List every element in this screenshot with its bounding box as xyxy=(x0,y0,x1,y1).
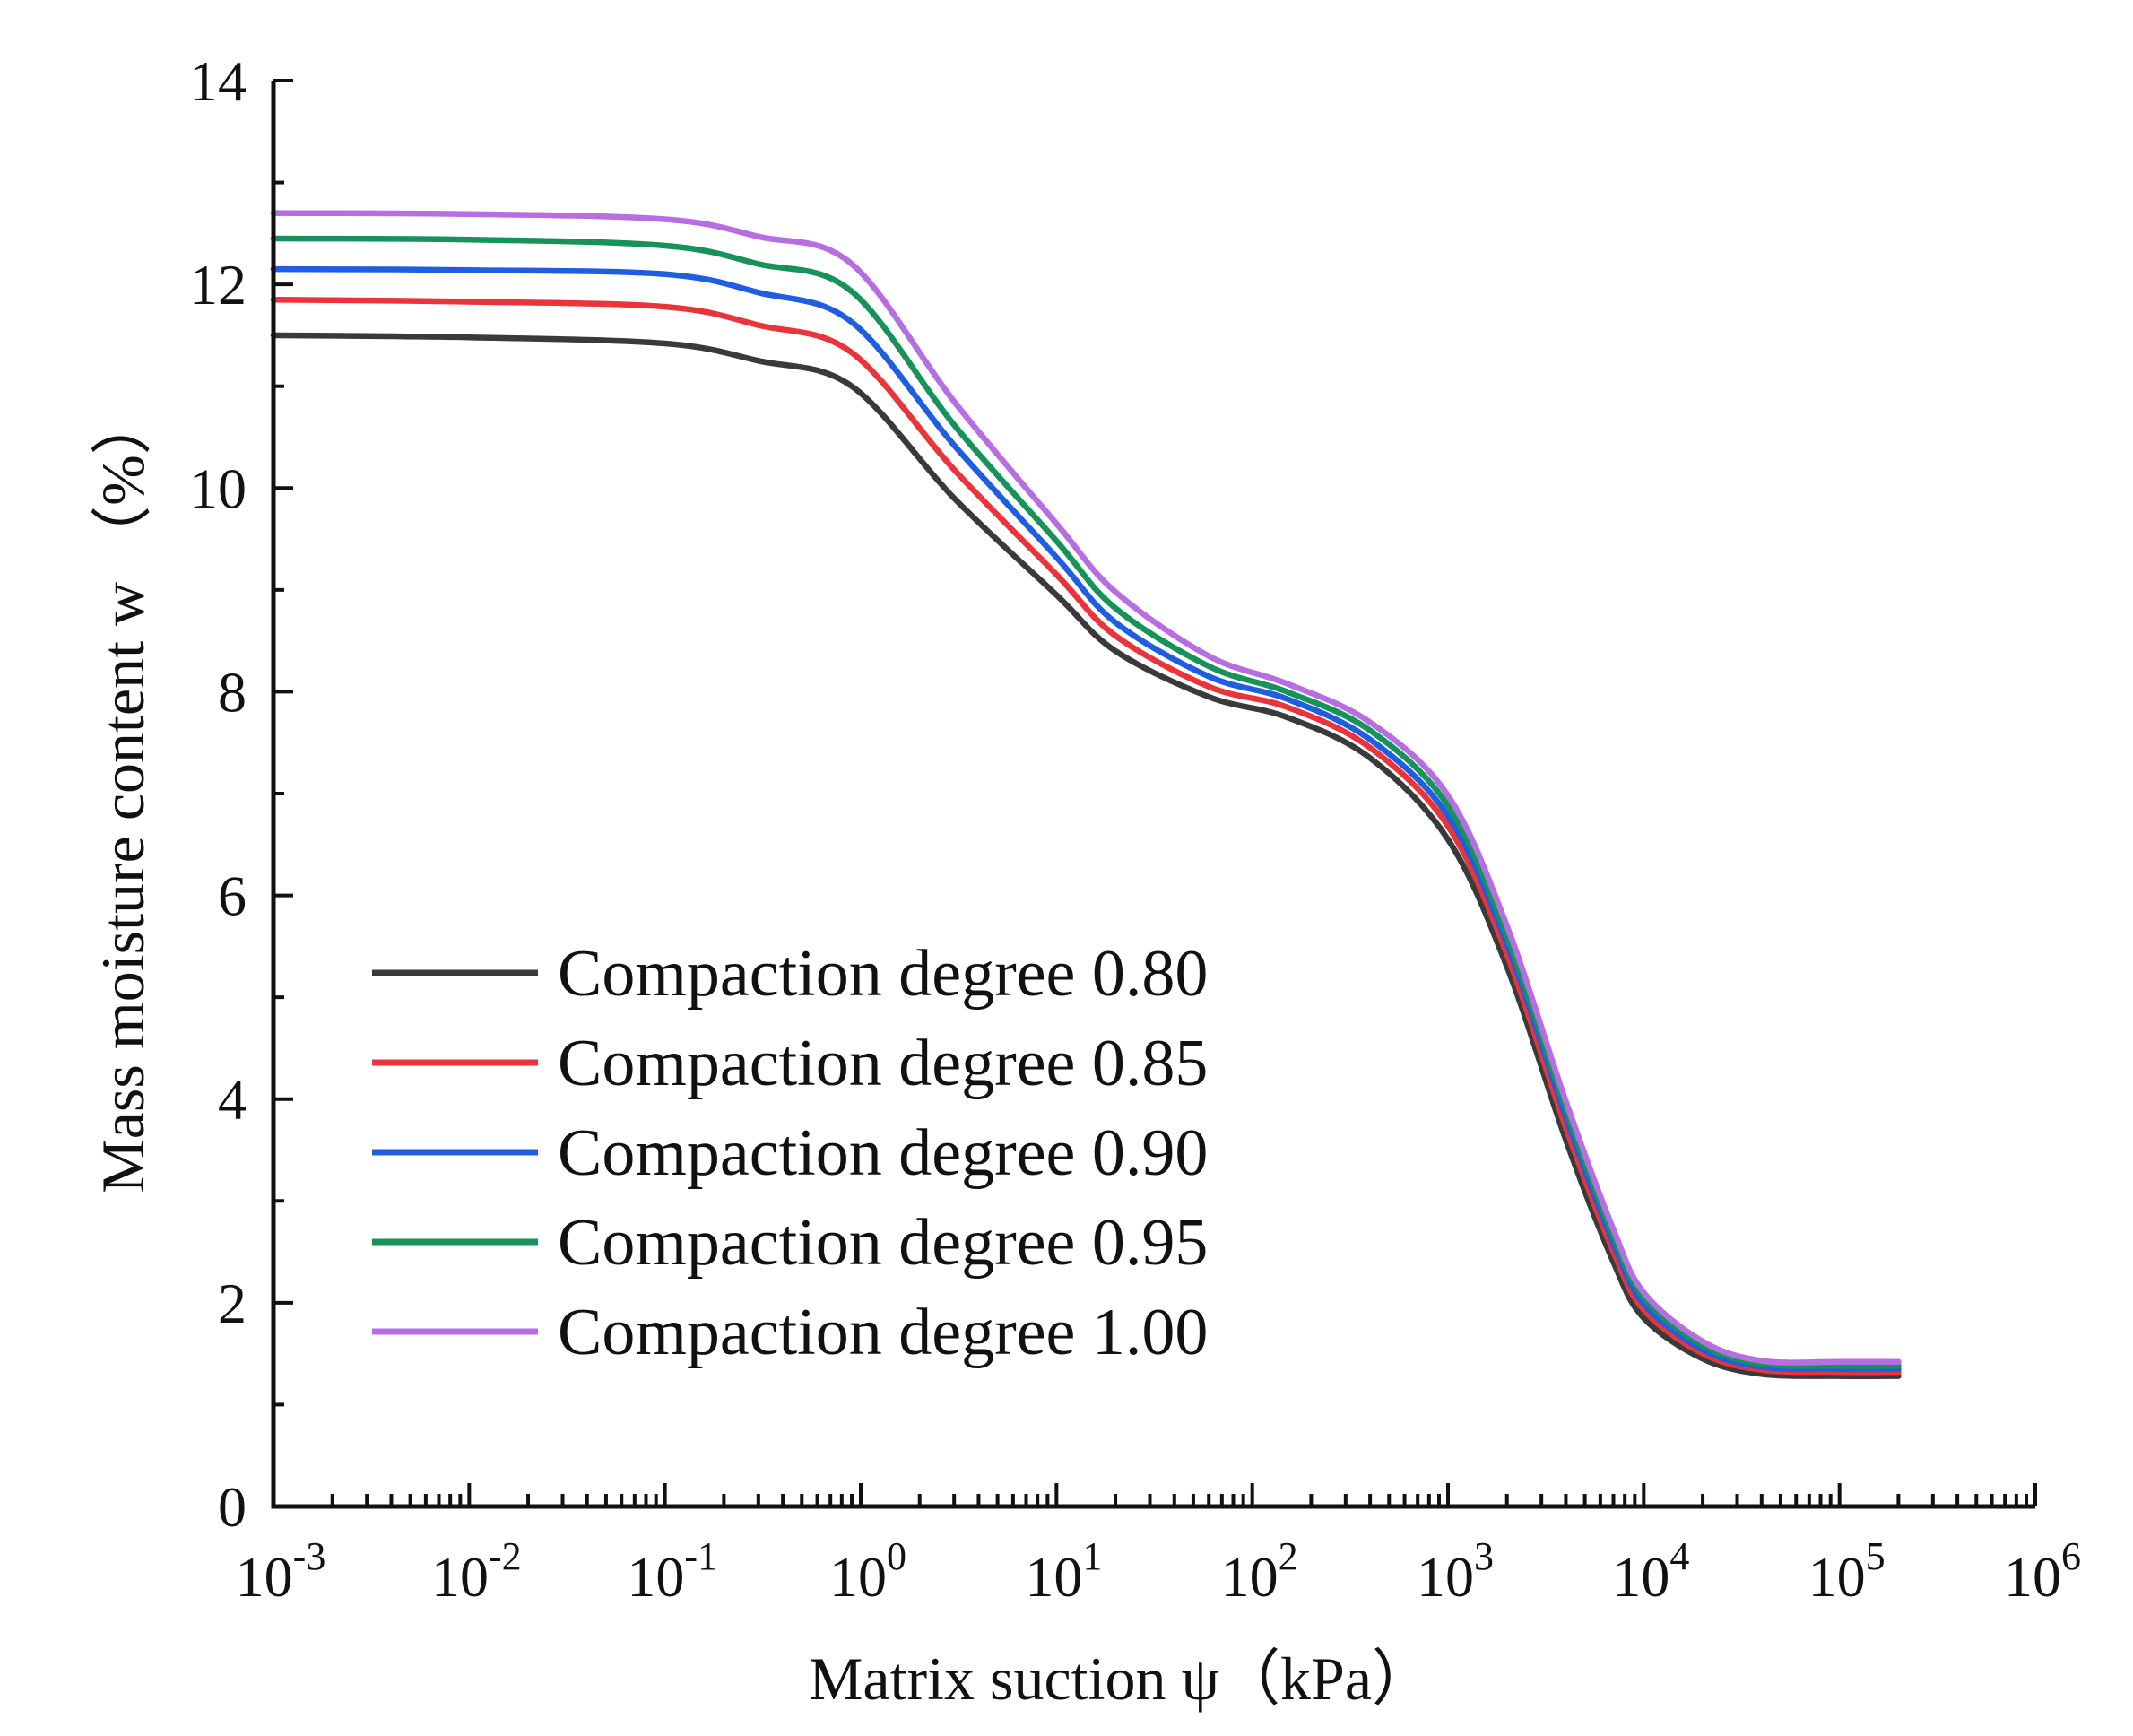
x-tick-base: 10 xyxy=(1808,1545,1866,1609)
x-tick-label: 10-1 xyxy=(627,1534,717,1609)
y-tick-label: 14 xyxy=(189,49,247,113)
x-tick-base: 10 xyxy=(829,1545,887,1609)
x-tick-label: 101 xyxy=(1025,1534,1102,1609)
x-tick-exponent: 1 xyxy=(1082,1534,1102,1578)
x-tick-base: 10 xyxy=(2004,1545,2061,1609)
y-tick-label: 10 xyxy=(189,456,247,520)
x-tick-exponent: -3 xyxy=(293,1534,326,1578)
axis-ticks xyxy=(272,79,2037,1508)
x-tick-label: 104 xyxy=(1612,1534,1689,1609)
x-tick-exponent: 6 xyxy=(2061,1534,2081,1578)
y-tick-label: 2 xyxy=(218,1272,247,1335)
legend-label-4: Compaction degree 1.00 xyxy=(558,1296,1208,1369)
x-tick-base: 10 xyxy=(431,1545,489,1609)
y-tick-label: 0 xyxy=(218,1475,247,1539)
x-tick-base: 10 xyxy=(1612,1545,1669,1609)
x-tick-exponent: 0 xyxy=(887,1534,906,1578)
series-line-0 xyxy=(270,332,1902,1380)
x-tick-label: 100 xyxy=(829,1534,906,1609)
series-line-3 xyxy=(270,235,1902,1369)
y-tick-label: 8 xyxy=(218,660,247,724)
x-axis-title: Matrix suction ψ（kPa） xyxy=(809,1645,1433,1713)
legend: Compaction degree 0.80 Compaction degree … xyxy=(372,937,1208,1369)
x-tick-base: 10 xyxy=(236,1545,293,1609)
series-line-1 xyxy=(270,296,1902,1376)
y-tick-label: 6 xyxy=(218,864,247,928)
x-tick-base: 10 xyxy=(1221,1545,1279,1609)
x-tick-labels: 10-3 10-2 10-1 100 101 102 103 104 105 106 xyxy=(236,1534,2081,1609)
x-tick-exponent: 4 xyxy=(1669,1534,1689,1578)
y-tick-labels: 0 2 4 6 8 10 12 14 xyxy=(189,49,247,1539)
axes-frame xyxy=(271,81,2035,1509)
x-tick-label: 105 xyxy=(1808,1534,1886,1609)
x-tick-exponent: 5 xyxy=(1866,1534,1886,1578)
y-tick-label: 12 xyxy=(189,253,247,317)
x-tick-label: 10-3 xyxy=(236,1534,326,1609)
x-tick-exponent: 2 xyxy=(1279,1534,1298,1578)
legend-label-3: Compaction degree 0.95 xyxy=(558,1206,1208,1280)
x-tick-base: 10 xyxy=(1025,1545,1082,1609)
y-axis-title: Mass moisture content w （%） xyxy=(89,394,157,1193)
series-line-2 xyxy=(270,265,1902,1373)
x-tick-label: 102 xyxy=(1221,1534,1298,1609)
x-tick-base: 10 xyxy=(627,1545,684,1609)
x-tick-label: 106 xyxy=(2004,1534,2081,1609)
legend-label-1: Compaction degree 0.85 xyxy=(558,1027,1208,1100)
legend-label-2: Compaction degree 0.90 xyxy=(558,1116,1208,1190)
x-tick-exponent: -1 xyxy=(684,1534,717,1578)
legend-label-0: Compaction degree 0.80 xyxy=(558,937,1208,1011)
y-tick-label: 4 xyxy=(218,1068,247,1132)
series-curves xyxy=(270,210,1902,1380)
x-tick-exponent: -2 xyxy=(489,1534,522,1578)
x-tick-base: 10 xyxy=(1417,1545,1474,1609)
x-tick-label: 10-2 xyxy=(431,1534,522,1609)
x-tick-label: 103 xyxy=(1417,1534,1494,1609)
x-tick-exponent: 3 xyxy=(1474,1534,1494,1578)
series-line-4 xyxy=(270,210,1902,1366)
